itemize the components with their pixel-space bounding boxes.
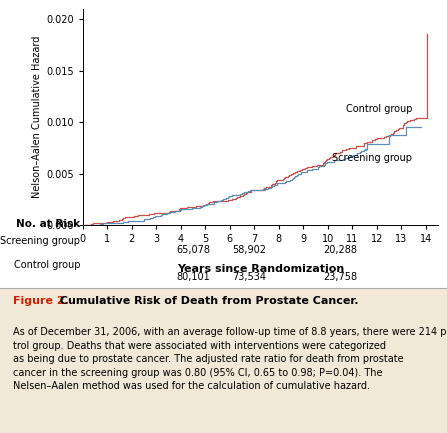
Text: 23,758: 23,758 [323,272,357,282]
Y-axis label: Nelson–Aalen Cumulative Hazard: Nelson–Aalen Cumulative Hazard [32,36,42,198]
Text: 20,288: 20,288 [323,245,357,255]
Text: Screening group: Screening group [0,236,80,246]
Text: No. at Risk: No. at Risk [17,220,80,229]
Text: 80,101: 80,101 [176,272,210,282]
Text: As of December 31, 2006, with an average follow-up time of 8.8 years, there were: As of December 31, 2006, with an average… [13,327,447,391]
Text: Cumulative Risk of Death from Prostate Cancer.: Cumulative Risk of Death from Prostate C… [56,296,358,306]
Text: Screening group: Screening group [332,153,412,163]
Text: 58,902: 58,902 [232,245,266,255]
Text: Control group: Control group [14,260,80,270]
Text: Figure 2.: Figure 2. [13,296,69,306]
Text: 73,534: 73,534 [232,272,266,282]
Text: 65,078: 65,078 [176,245,210,255]
Text: Control group: Control group [346,104,412,114]
X-axis label: Years since Randomization: Years since Randomization [177,264,344,274]
